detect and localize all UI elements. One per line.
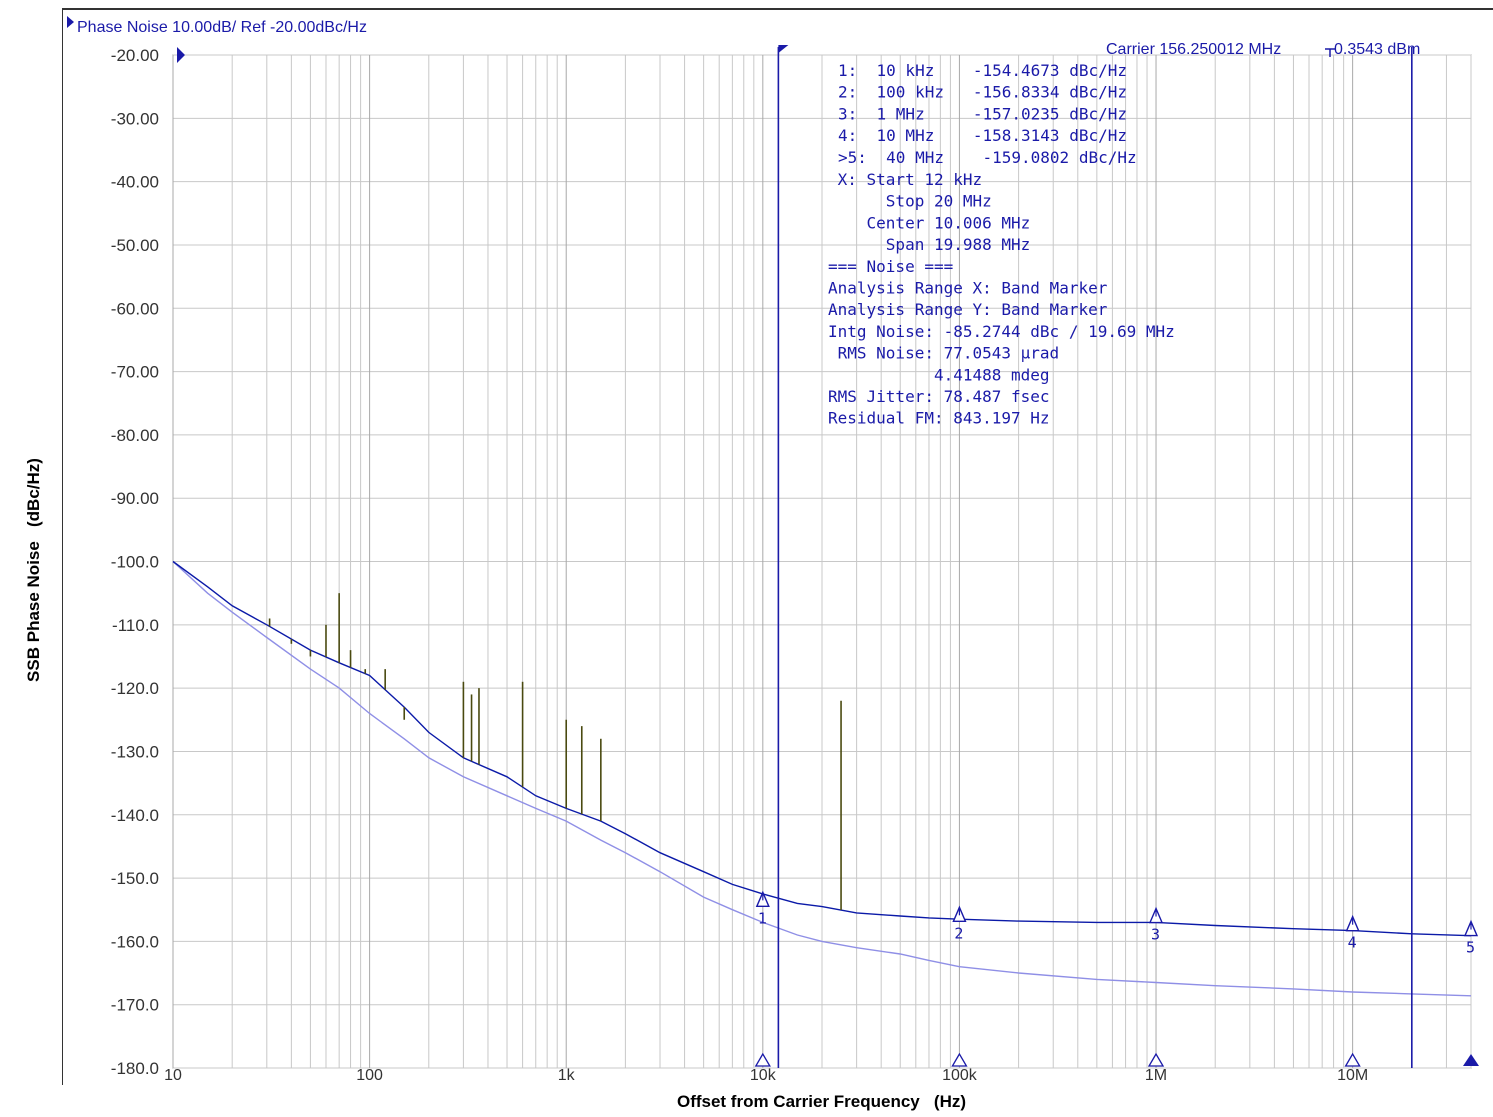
y-tick-label: -30.00 [111, 109, 159, 128]
marker-label: 1 [758, 909, 767, 927]
ref-level-arrow [177, 47, 185, 63]
info-line: Analysis Range X: Band Marker [828, 279, 1108, 298]
info-line: Stop 20 MHz [828, 192, 992, 211]
x-tick-label: 10M [1337, 1067, 1368, 1084]
x-axis-label: Offset from Carrier Frequency (Hz) [676, 1092, 967, 1111]
carrier-power: 0.3543 dBm [1334, 41, 1420, 58]
info-line: 4.41488 mdeg [828, 365, 1050, 384]
chart-header: Phase Noise 10.00dB/ Ref -20.00dBc/Hz [77, 19, 367, 36]
x-tick-label: 10k [750, 1067, 777, 1084]
marker-label: 2 [954, 924, 963, 942]
info-line: RMS Jitter: 78.487 fsec [828, 387, 1050, 406]
axis-marker-triangle [1147, 1052, 1165, 1067]
y-tick-label: -140.0 [111, 806, 159, 825]
y-tick-label: -130.0 [111, 742, 159, 761]
y-tick-label: -70.00 [111, 363, 159, 382]
x-tick-label: 1M [1145, 1067, 1167, 1084]
marker-label: 3 [1151, 926, 1160, 944]
y-tick-label: -170.0 [111, 996, 159, 1015]
x-tick-label: 100 [356, 1067, 383, 1084]
header-arrow [67, 16, 74, 28]
y-tick-label: -160.0 [111, 932, 159, 951]
info-line: Center 10.006 MHz [828, 213, 1030, 232]
y-tick-label: -180.0 [111, 1059, 159, 1078]
x-tick-label: 10 [164, 1067, 182, 1084]
info-line: Analysis Range Y: Band Marker [828, 300, 1108, 319]
info-line: === Noise === [828, 257, 953, 276]
marker-table-row: 2: 100 kHz -156.8334 dBc/Hz [838, 83, 1127, 102]
y-tick-label: -90.00 [111, 489, 159, 508]
marker-table-row: 1: 10 kHz -154.4673 dBc/Hz [838, 61, 1127, 80]
y-tick-label: -110.0 [112, 616, 159, 635]
info-line: Residual FM: 843.197 Hz [828, 409, 1050, 428]
plot-frame: 1 2 3 4 5 -20.00 -30.00 -40.00 -50.00 -60.00 -70.0… [62, 8, 1493, 1085]
carrier-label: Carrier 156.250012 MHz [1106, 41, 1281, 58]
info-line: Intg Noise: -85.2744 dBc / 19.69 MHz [828, 322, 1175, 341]
y-tick-label: -40.00 [111, 173, 159, 192]
info-line: X: Start 12 kHz [828, 170, 982, 189]
band-marker-flag [778, 45, 789, 53]
marker-label: 5 [1466, 939, 1475, 957]
y-tick-label: -50.00 [111, 236, 159, 255]
y-axis-label: SSB Phase Noise (dBc/Hz) [24, 458, 43, 682]
axis-marker-triangle [754, 1052, 771, 1067]
axis-marker-triangle [951, 1052, 968, 1067]
marker-table-row: 3: 1 MHz -157.0235 dBc/Hz [838, 104, 1127, 123]
marker-table-row: 4: 10 MHz -158.3143 dBc/Hz [838, 126, 1127, 145]
carrier-power-icon [1325, 48, 1335, 57]
marker-table-row: >5: 40 MHz -159.0802 dBc/Hz [838, 148, 1137, 167]
x-tick-label: 1k [558, 1067, 576, 1084]
marker-label: 4 [1348, 934, 1357, 952]
info-line: RMS Noise: 77.0543 µrad [828, 344, 1059, 363]
axis-end-marker [1463, 1054, 1479, 1066]
series-line-raw [172, 560, 1472, 937]
axis-marker-triangle [1344, 1052, 1361, 1067]
y-tick-label: -60.00 [111, 299, 159, 318]
y-tick-label: -20.00 [111, 46, 159, 65]
y-tick-label: -150.0 [111, 869, 159, 888]
x-tick-label: 100k [942, 1067, 978, 1084]
info-line: Span 19.988 MHz [828, 235, 1030, 254]
series-line-smoothed [172, 560, 1472, 997]
y-tick-label: -80.00 [111, 426, 159, 445]
y-tick-label: -120.0 [111, 679, 159, 698]
phase-noise-chart: 1 2 3 4 5 -20.00 -30.00 -40.00 -50.00 -60.00 -70.0… [67, 16, 1479, 1084]
y-tick-label: -100.0 [111, 553, 159, 572]
